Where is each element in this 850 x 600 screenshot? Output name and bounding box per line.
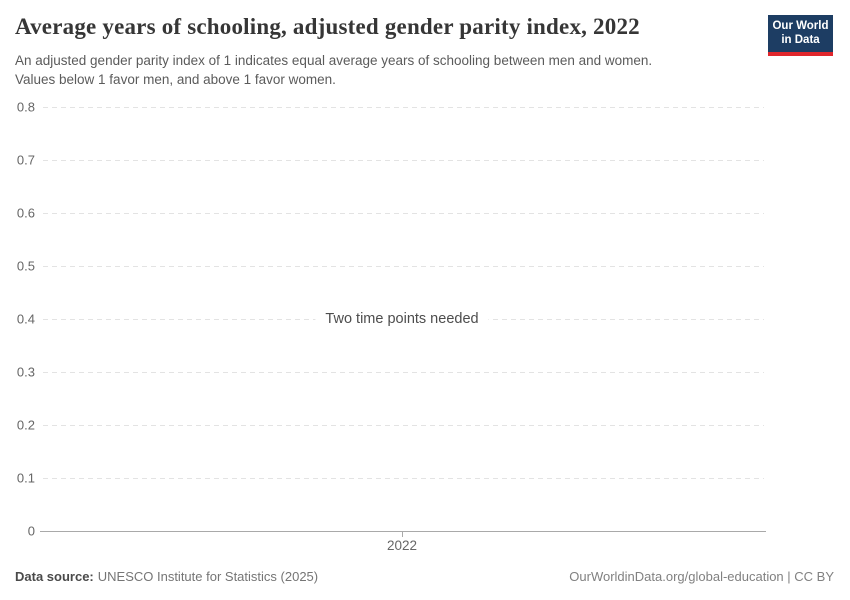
chart-subtitle-line1: An adjusted gender parity index of 1 ind…: [15, 53, 653, 68]
chart-subtitle-line2: Values below 1 favor men, and above 1 fa…: [15, 72, 336, 87]
datasource-label: Data source:: [15, 569, 94, 584]
y-tick-label-0.7: 0.7: [16, 152, 35, 168]
owid-logo-line1: Our World: [772, 20, 829, 32]
x-axis-line: [40, 531, 766, 532]
y-tick-label-0.4: 0.4: [16, 311, 35, 327]
y-tick-label-0.8: 0.8: [16, 99, 35, 115]
gridline-0.8: [43, 107, 764, 108]
chart-title: Average years of schooling, adjusted gen…: [15, 14, 640, 39]
gridline-0.1: [43, 478, 764, 479]
y-tick-label-0.6: 0.6: [16, 205, 35, 221]
x-axis-tick-mark: [402, 532, 403, 537]
owid-logo[interactable]: Our World in Data: [768, 15, 833, 56]
y-tick-label-0: 0: [27, 523, 35, 539]
y-tick-label-0.5: 0.5: [16, 258, 35, 274]
owid-logo-red-stripe: [768, 52, 833, 56]
x-tick-label-2022: 2022: [386, 538, 418, 553]
gridline-0.5: [43, 266, 764, 267]
gridline-0.7: [43, 160, 764, 161]
gridline-0.3: [43, 372, 764, 373]
footer-datasource: Data source: UNESCO Institute for Statist…: [15, 569, 318, 584]
owid-logo-text: Our World in Data: [768, 20, 833, 47]
y-tick-label-0.3: 0.3: [16, 364, 35, 380]
y-tick-label-0.1: 0.1: [16, 470, 35, 486]
owid-logo-line2: in Data: [781, 33, 820, 46]
no-data-message: Two time points needed: [315, 311, 489, 327]
y-tick-label-0.2: 0.2: [16, 417, 35, 433]
footer-credit-link[interactable]: OurWorldinData.org/global-education | CC…: [569, 569, 834, 584]
chart-subtitle: An adjusted gender parity index of 1 ind…: [15, 51, 652, 89]
gridline-0.2: [43, 425, 764, 426]
datasource-value: UNESCO Institute for Statistics (2025): [97, 569, 319, 584]
gridline-0.6: [43, 213, 764, 214]
